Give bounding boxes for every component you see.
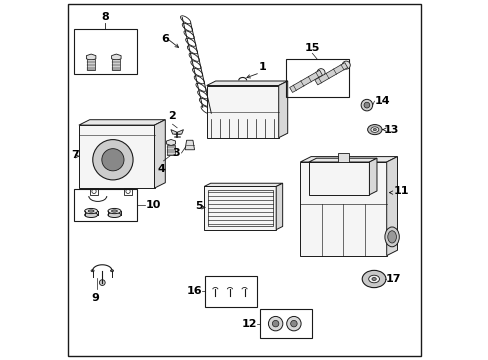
Text: 4: 4	[157, 164, 164, 174]
Ellipse shape	[108, 212, 121, 217]
Circle shape	[363, 102, 369, 108]
Polygon shape	[184, 140, 194, 150]
Polygon shape	[166, 139, 175, 145]
Text: 13: 13	[383, 125, 398, 135]
Text: 17: 17	[385, 274, 401, 284]
Ellipse shape	[362, 270, 385, 288]
Polygon shape	[206, 86, 278, 138]
Polygon shape	[314, 63, 347, 85]
Text: 16: 16	[186, 287, 202, 296]
Bar	[112, 59, 120, 70]
Polygon shape	[154, 120, 165, 188]
Bar	[73, 189, 136, 221]
Text: 15: 15	[304, 43, 319, 53]
Polygon shape	[368, 158, 376, 195]
Polygon shape	[308, 162, 368, 195]
Ellipse shape	[384, 227, 399, 247]
Polygon shape	[204, 183, 282, 186]
Circle shape	[342, 61, 349, 69]
Polygon shape	[386, 157, 397, 256]
Bar	[87, 59, 95, 70]
Polygon shape	[276, 183, 282, 230]
Ellipse shape	[91, 270, 94, 272]
Ellipse shape	[371, 278, 375, 280]
Polygon shape	[204, 186, 276, 230]
Polygon shape	[177, 130, 183, 134]
Bar	[285, 59, 348, 97]
Circle shape	[272, 320, 278, 327]
Text: 9: 9	[91, 293, 99, 303]
Circle shape	[268, 316, 282, 331]
Text: 7: 7	[71, 150, 79, 160]
Ellipse shape	[367, 125, 381, 135]
Bar	[204, 276, 257, 307]
Polygon shape	[278, 81, 287, 138]
Ellipse shape	[110, 270, 113, 272]
Circle shape	[99, 280, 105, 285]
Polygon shape	[206, 81, 287, 86]
Text: 2: 2	[168, 111, 176, 121]
Ellipse shape	[370, 127, 378, 132]
Polygon shape	[289, 70, 322, 93]
Ellipse shape	[108, 208, 121, 213]
Ellipse shape	[88, 210, 94, 212]
Bar	[167, 145, 175, 155]
Text: 3: 3	[172, 148, 180, 158]
Text: 12: 12	[241, 319, 257, 329]
Text: 6: 6	[161, 33, 168, 44]
Text: 10: 10	[145, 200, 161, 210]
Ellipse shape	[372, 129, 376, 131]
Circle shape	[361, 99, 372, 111]
Ellipse shape	[368, 275, 379, 283]
Ellipse shape	[84, 208, 98, 213]
Text: 8: 8	[101, 12, 109, 22]
Polygon shape	[300, 157, 397, 162]
Bar	[260, 309, 311, 338]
Circle shape	[102, 149, 124, 171]
Polygon shape	[300, 162, 386, 256]
Text: 1: 1	[258, 62, 266, 72]
Polygon shape	[170, 130, 177, 134]
Bar	[73, 29, 136, 74]
Polygon shape	[79, 125, 154, 188]
Polygon shape	[308, 158, 376, 162]
Ellipse shape	[387, 231, 396, 243]
Bar	[337, 153, 348, 162]
Ellipse shape	[111, 210, 117, 212]
Circle shape	[316, 69, 325, 77]
Polygon shape	[111, 54, 121, 60]
Bar	[207, 190, 272, 226]
Polygon shape	[79, 120, 165, 125]
Circle shape	[290, 320, 297, 327]
Circle shape	[93, 140, 133, 180]
Text: 14: 14	[374, 96, 389, 106]
Polygon shape	[86, 54, 96, 60]
Circle shape	[286, 316, 301, 331]
Ellipse shape	[84, 212, 98, 217]
Text: 5: 5	[194, 201, 202, 211]
Text: 11: 11	[393, 186, 408, 196]
